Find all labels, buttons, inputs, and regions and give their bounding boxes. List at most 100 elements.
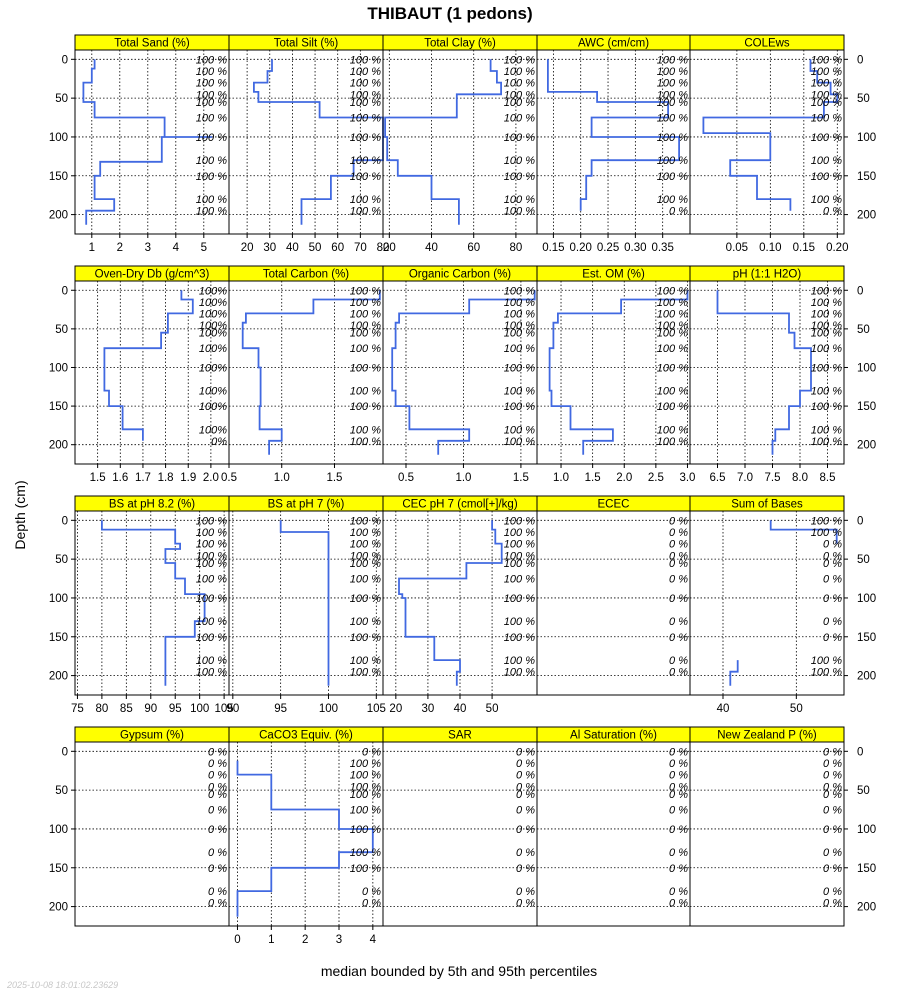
percent-label: 100% xyxy=(199,320,227,332)
percent-label: 100 % xyxy=(196,632,227,644)
y-tick-label: 100 xyxy=(857,824,876,836)
x-tick-label: 95 xyxy=(274,703,287,715)
percent-label: 0% xyxy=(211,436,227,448)
percent-label: 100 % xyxy=(504,54,535,66)
percent-label: 100 % xyxy=(811,320,842,332)
x-tick-label: 30 xyxy=(422,703,435,715)
percent-label: 0 % xyxy=(823,593,842,605)
percent-label: 100 % xyxy=(811,155,842,167)
panel: Total Sand (%)100 %100 %100 %100 %100 %1… xyxy=(49,34,230,254)
panel-title: Sum of Bases xyxy=(731,499,803,511)
percent-label: 0 % xyxy=(516,789,535,801)
x-tick-label: 20 xyxy=(383,242,396,254)
percent-label: 100 % xyxy=(350,758,381,770)
x-tick-label: 0.35 xyxy=(651,242,673,254)
percent-label: 100 % xyxy=(504,171,535,183)
panel: AWC (cm/cm)100 %100 %100 %100 %100 %100 … xyxy=(536,34,691,254)
panel-border xyxy=(536,510,691,696)
percent-label: 100 % xyxy=(504,667,535,679)
percent-label: 100 % xyxy=(196,89,227,101)
panel-border xyxy=(689,49,845,235)
panel-border xyxy=(536,741,691,927)
panel-border xyxy=(689,741,845,927)
x-tick-label: 40 xyxy=(454,703,467,715)
percent-label: 100 % xyxy=(504,632,535,644)
x-tick-label: 1.7 xyxy=(135,472,151,484)
percent-label: 0 % xyxy=(362,886,381,898)
y-tick-label: 0 xyxy=(62,54,68,66)
panel-title: New Zealand P (%) xyxy=(717,730,817,742)
y-tick-label: 100 xyxy=(49,362,68,374)
panel-grid xyxy=(75,511,229,695)
percent-label: 100 % xyxy=(811,343,842,355)
percent-label: 0 % xyxy=(516,898,535,910)
y-tick-label: 100 xyxy=(49,593,68,605)
percent-label: 100 % xyxy=(504,194,535,206)
percent-label: 100 % xyxy=(350,155,381,167)
percent-label: 0 % xyxy=(516,886,535,898)
x-tick-label: 50 xyxy=(486,703,499,715)
percent-label: 100 % xyxy=(350,386,381,398)
x-tick-label: 1.0 xyxy=(553,472,569,484)
percent-label: 100 % xyxy=(504,539,535,551)
x-tick-label: 1.5 xyxy=(585,472,601,484)
panel-title: BS at pH 7 (%) xyxy=(268,499,345,511)
percent-label: 0 % xyxy=(823,746,842,758)
x-tick-label: 6.5 xyxy=(710,472,726,484)
panel-grid xyxy=(383,50,537,234)
percent-label: 100 % xyxy=(657,424,688,436)
percent-label: 0 % xyxy=(516,758,535,770)
percent-label: 0 % xyxy=(669,515,688,527)
percent-label: 100 % xyxy=(811,194,842,206)
percent-label: 0 % xyxy=(669,847,688,859)
percent-label: 100 % xyxy=(350,89,381,101)
y-tick-label: 0 xyxy=(857,746,863,758)
percent-label: 0 % xyxy=(669,746,688,758)
panel-title: Total Clay (%) xyxy=(424,38,496,50)
percent-label: 0 % xyxy=(669,667,688,679)
percent-label: 0 % xyxy=(823,539,842,551)
panel: BS at pH 7 (%)100 %100 %100 %100 %100 %1… xyxy=(226,495,386,715)
percent-label: 100 % xyxy=(350,781,381,793)
percent-label: 0 % xyxy=(208,898,227,910)
y-tick-label: 100 xyxy=(49,132,68,144)
percent-label: 100 % xyxy=(811,113,842,125)
x-tick-label: 3 xyxy=(145,242,151,254)
percent-label: 100 % xyxy=(657,362,688,374)
percent-label: 100 % xyxy=(811,424,842,436)
percent-label: 0 % xyxy=(208,781,227,793)
percent-label: 0 % xyxy=(669,539,688,551)
panel-title: SAR xyxy=(448,730,472,742)
panel-border xyxy=(382,741,538,927)
y-tick-label: 200 xyxy=(857,440,876,452)
panel-title: CaCO3 Equiv. (%) xyxy=(259,730,353,742)
percent-label: 100 % xyxy=(504,132,535,144)
x-tick-label: 1.5 xyxy=(326,472,342,484)
percent-label: 100 % xyxy=(657,132,688,144)
panel-title: pH (1:1 H2O) xyxy=(733,269,802,281)
percent-label: 100 % xyxy=(196,78,227,90)
percent-label: 100 % xyxy=(504,89,535,101)
percent-label: 100 % xyxy=(504,655,535,667)
x-tick-label: 80 xyxy=(95,703,108,715)
x-tick-label: 100 xyxy=(190,703,209,715)
percent-label: 100 % xyxy=(350,574,381,586)
percent-label: 100 % xyxy=(350,770,381,782)
panel: Est. OM (%)100 %100 %100 %100 %100 %100 … xyxy=(536,265,695,484)
percent-label: 0 % xyxy=(823,863,842,875)
median-line xyxy=(241,290,381,455)
y-tick-label: 200 xyxy=(857,210,876,222)
percent-label: 0 % xyxy=(669,781,688,793)
percent-label: 0 % xyxy=(208,770,227,782)
x-tick-label: 1.9 xyxy=(180,472,196,484)
percent-label: 100 % xyxy=(657,194,688,206)
percent-label: 100 % xyxy=(657,113,688,125)
x-tick-label: 3.0 xyxy=(679,472,695,484)
percent-label: 100 % xyxy=(504,285,535,297)
x-tick-label: 8.0 xyxy=(792,472,808,484)
percent-label: 0 % xyxy=(208,886,227,898)
percent-label: 100 % xyxy=(350,616,381,628)
percent-label: 100 % xyxy=(350,593,381,605)
